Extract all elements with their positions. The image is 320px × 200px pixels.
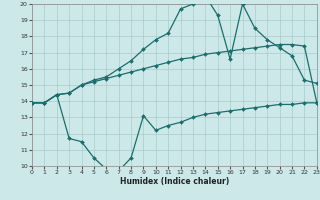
X-axis label: Humidex (Indice chaleur): Humidex (Indice chaleur) xyxy=(120,177,229,186)
